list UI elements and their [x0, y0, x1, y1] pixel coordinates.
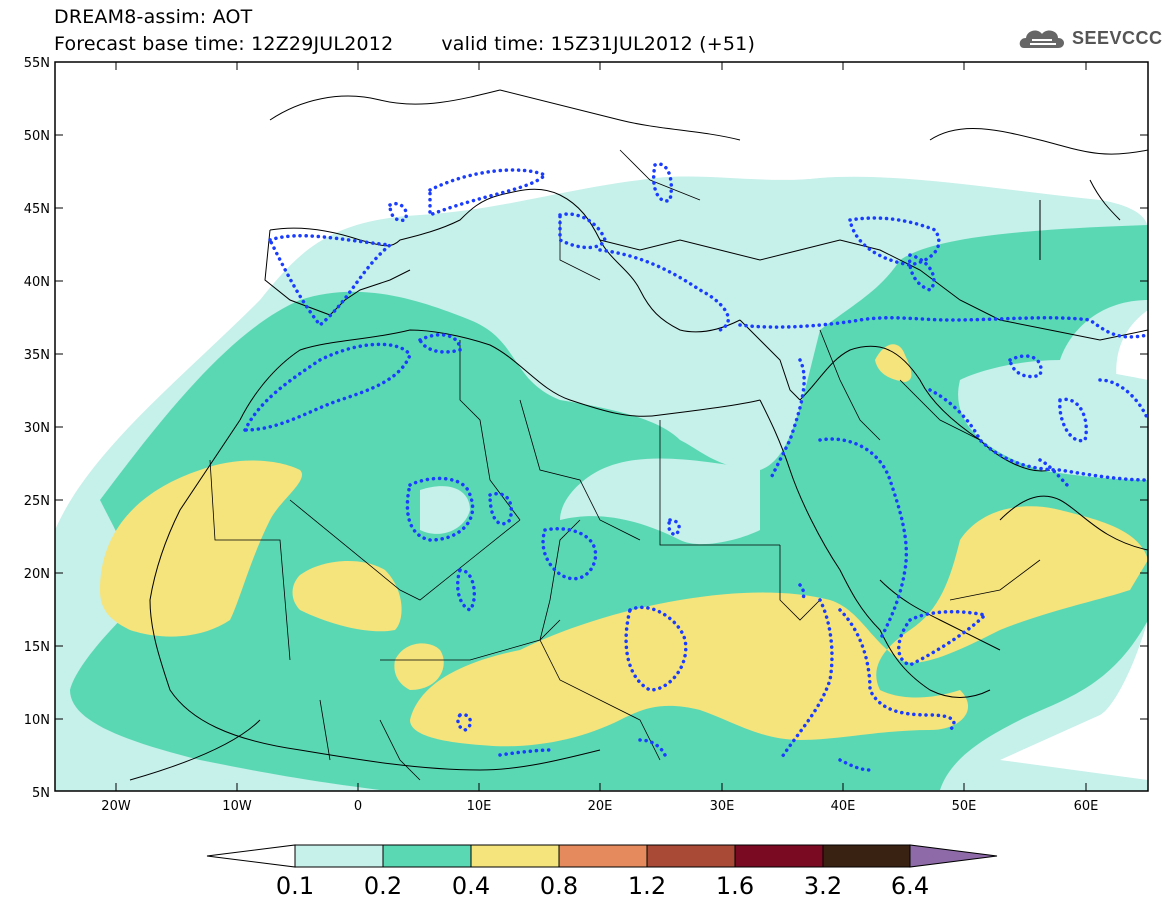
colorbar-bin — [558, 844, 648, 868]
lat-label: 25N — [24, 494, 50, 509]
colorbar-bin — [382, 844, 472, 868]
lon-label: 20E — [588, 799, 613, 814]
colorbar-bin — [822, 844, 911, 868]
lon-label: 30E — [710, 799, 735, 814]
legend-label: 6.4 — [890, 872, 930, 900]
lon-label: 0 — [354, 799, 362, 814]
lat-label: 30N — [24, 421, 50, 436]
cloud-logo-icon — [1019, 30, 1064, 48]
lon-label: 20W — [101, 799, 131, 814]
colorbar-bin — [646, 844, 736, 868]
valid-time: valid time: 15Z31JUL2012 (+51) — [441, 33, 756, 55]
lon-label: 50E — [952, 799, 977, 814]
legend-label: 1.2 — [627, 872, 667, 900]
map-subtitle: Forecast base time: 12Z29JUL2012 valid ti… — [54, 33, 755, 55]
map-title: DREAM8-assim: AOT — [54, 6, 253, 28]
aot-band-0.4 — [875, 344, 912, 382]
logo-text: SEEVCCC — [1072, 28, 1163, 48]
lat-label: 50N — [24, 129, 50, 144]
aot-band-0.4 — [410, 506, 1148, 747]
coastlines — [129, 89, 1148, 781]
lat-label: 40N — [24, 275, 50, 290]
aot-band-0.4 — [292, 560, 402, 632]
lon-label: 60E — [1074, 799, 1099, 814]
lat-ticks — [55, 61, 1148, 720]
lat-label: 45N — [24, 202, 50, 217]
lon-ticks — [115, 62, 1087, 791]
lon-label: 10W — [222, 799, 252, 814]
lat-label: 20N — [24, 567, 50, 582]
legend-label: 0.8 — [539, 872, 579, 900]
lat-label: 10N — [24, 713, 50, 728]
lat-label: 5N — [32, 786, 50, 801]
aot-band-0.1 — [980, 368, 1148, 472]
colorbar-over-triangle — [909, 844, 998, 868]
lon-label: 10E — [467, 799, 492, 814]
legend-label: 0.2 — [363, 872, 403, 900]
aot-band-0.4 — [100, 460, 303, 637]
color-bar — [206, 844, 998, 868]
legend-label: 0.4 — [451, 872, 491, 900]
colorbar-under-triangle — [206, 844, 296, 868]
colorbar-bin — [734, 844, 824, 868]
colorbar-bin — [294, 844, 384, 868]
lat-label: 15N — [24, 640, 50, 655]
lon-label: 40E — [831, 799, 856, 814]
legend-label: 0.1 — [275, 872, 315, 900]
colorbar-bin — [470, 844, 560, 868]
aot-band-0.4 — [394, 643, 444, 690]
legend-label: 1.6 — [715, 872, 755, 900]
base-time: Forecast base time: 12Z29JUL2012 — [54, 33, 394, 55]
lat-label: 35N — [24, 348, 50, 363]
aot-band-0.1 — [420, 486, 470, 534]
legend-label: 3.2 — [803, 872, 843, 900]
lat-label: 55N — [24, 56, 50, 71]
aot-contours — [242, 162, 1148, 772]
